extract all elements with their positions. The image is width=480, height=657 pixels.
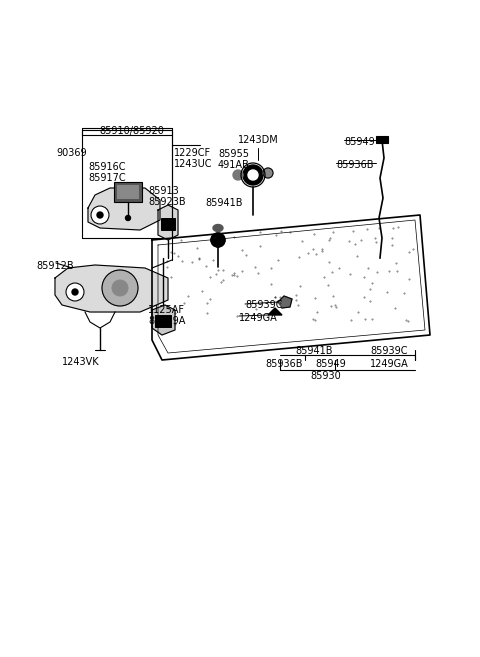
Circle shape (72, 289, 78, 295)
Text: 85910/85920: 85910/85920 (99, 126, 165, 136)
Text: 85916C: 85916C (88, 162, 125, 172)
Circle shape (233, 170, 243, 180)
FancyBboxPatch shape (117, 185, 139, 199)
Circle shape (97, 212, 103, 218)
Text: 85919A: 85919A (148, 316, 185, 326)
Text: 85936B: 85936B (336, 160, 373, 170)
Polygon shape (158, 205, 178, 240)
Polygon shape (152, 305, 175, 335)
Polygon shape (268, 308, 282, 315)
Text: 85913: 85913 (148, 186, 179, 196)
FancyBboxPatch shape (161, 218, 175, 230)
Circle shape (263, 168, 273, 178)
Text: 85955: 85955 (218, 149, 249, 159)
Text: 85912B: 85912B (36, 261, 73, 271)
FancyBboxPatch shape (376, 136, 388, 143)
Circle shape (91, 206, 109, 224)
Circle shape (248, 170, 258, 180)
Circle shape (243, 165, 263, 185)
FancyBboxPatch shape (114, 182, 142, 202)
Text: 85949: 85949 (315, 359, 346, 369)
Circle shape (125, 215, 131, 221)
Text: 85917C: 85917C (88, 173, 126, 183)
Text: 1249GA: 1249GA (239, 313, 278, 323)
Text: 1243VK: 1243VK (62, 357, 100, 367)
Text: 1249GA: 1249GA (370, 359, 409, 369)
Circle shape (112, 280, 128, 296)
Text: 1243UC: 1243UC (174, 159, 213, 169)
Text: 85941B: 85941B (295, 346, 333, 356)
Text: 1125AF: 1125AF (148, 305, 185, 315)
Text: 1243DM: 1243DM (238, 135, 279, 145)
Ellipse shape (213, 225, 223, 231)
Polygon shape (88, 188, 160, 230)
Polygon shape (55, 265, 168, 312)
Text: 85939C: 85939C (245, 300, 283, 310)
Text: 85941B: 85941B (205, 198, 242, 208)
Circle shape (211, 233, 225, 247)
Text: 85936B: 85936B (265, 359, 302, 369)
Text: 90369: 90369 (56, 148, 86, 158)
Circle shape (102, 270, 138, 306)
Text: 491AB: 491AB (218, 160, 250, 170)
Text: 85923B: 85923B (148, 197, 186, 207)
FancyBboxPatch shape (155, 315, 171, 327)
Text: 85930: 85930 (310, 371, 341, 381)
Polygon shape (278, 296, 292, 308)
Text: 85949: 85949 (344, 137, 375, 147)
Text: 1229CF: 1229CF (174, 148, 211, 158)
Circle shape (66, 283, 84, 301)
Text: 85939C: 85939C (370, 346, 408, 356)
